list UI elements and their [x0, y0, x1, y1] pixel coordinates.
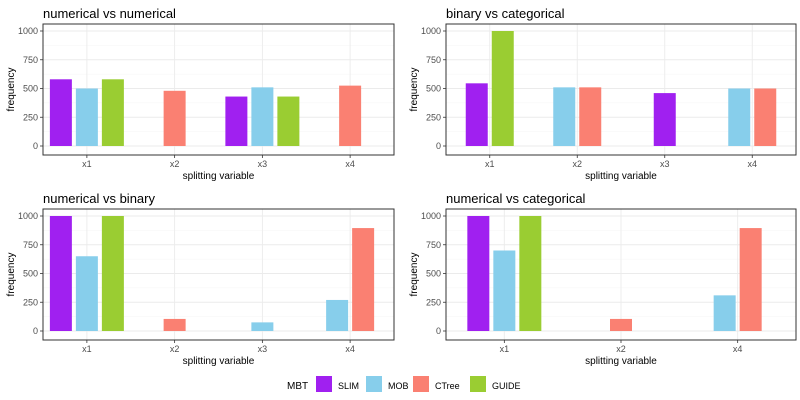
bar-ctree-x4: [352, 228, 375, 331]
y-axis-label: frequency: [6, 68, 17, 112]
y-tick-label: 0: [33, 326, 38, 336]
panels: numerical vs numerical 0 250 500 750 1000 x1 x2…: [6, 6, 797, 367]
legend-label-mob: MOB: [388, 381, 409, 391]
panel-title: numerical vs binary: [43, 191, 155, 206]
y-tick-label: 1000: [18, 26, 38, 36]
bar-mob-x4: [728, 88, 751, 146]
y-tick-label: 750: [23, 240, 38, 250]
bar-ctree-x2: [163, 90, 186, 146]
x-tick-label: x1: [82, 344, 92, 354]
bar-ctree-x2: [579, 87, 602, 146]
legend-key-guide: [470, 376, 486, 392]
y-tick-label: 500: [426, 269, 441, 279]
y-tick-label: 250: [426, 297, 441, 307]
bar-slim-x1: [465, 83, 488, 146]
chart-panel-4: numerical vs categorical 0 250 500 750 1000 x1…: [409, 191, 797, 367]
x-tick-label: x4: [747, 159, 757, 169]
legend-key-mob: [366, 376, 382, 392]
bar-slim-x3: [225, 96, 248, 146]
y-tick-label: 0: [33, 141, 38, 151]
legend-items: SLIM MOB CTree GUIDE: [316, 376, 521, 392]
bar-slim-x3: [653, 93, 676, 146]
y-tick-label: 1000: [421, 211, 441, 221]
x-axis-label: splitting variable: [585, 171, 657, 182]
bar-mob-x3: [251, 87, 274, 146]
x-tick-label: x4: [345, 159, 355, 169]
legend: MBT SLIM MOB CTree GUIDE: [287, 376, 521, 392]
panel-title: binary vs categorical: [446, 6, 565, 21]
y-tick-label: 250: [426, 112, 441, 122]
y-tick-label: 250: [23, 112, 38, 122]
y-axis-label: frequency: [409, 68, 420, 112]
bar-mob-x1: [75, 88, 98, 146]
panel-border: [42, 208, 395, 341]
y-tick-label: 500: [23, 84, 38, 94]
y-tick-label: 750: [426, 240, 441, 250]
legend-label-ctree: CTree: [435, 381, 460, 391]
legend-label-guide: GUIDE: [492, 381, 521, 391]
y-tick-label: 0: [436, 326, 441, 336]
x-tick-label: x3: [258, 159, 268, 169]
legend-label-slim: SLIM: [338, 381, 359, 391]
bar-ctree-x2: [610, 318, 632, 331]
y-tick-label: 0: [436, 141, 441, 151]
y-tick-label: 500: [23, 269, 38, 279]
bar-slim-x1: [49, 216, 72, 331]
chart-panel-3: numerical vs binary 0 250 500 750 1000 x1 x2 x3 x…: [6, 191, 395, 367]
x-tick-label: x2: [170, 159, 180, 169]
x-tick-label: x4: [345, 344, 355, 354]
chart-panel-2: binary vs categorical 0 250 500 750 1000 x1 x2 x…: [409, 6, 797, 182]
x-tick-label: x4: [733, 344, 743, 354]
bar-mob-x2: [553, 87, 576, 146]
x-axis-label: splitting variable: [183, 356, 255, 367]
y-tick-label: 750: [23, 55, 38, 65]
y-tick-label: 750: [426, 55, 441, 65]
panel-border: [445, 208, 797, 341]
panel-title: numerical vs numerical: [43, 6, 176, 21]
bar-ctree-x4: [739, 228, 762, 331]
bar-guide-x1: [491, 31, 514, 146]
bar-mob-x1: [493, 250, 516, 331]
x-tick-label: x1: [500, 344, 510, 354]
bar-mob-x3: [251, 322, 274, 331]
legend-key-ctree: [413, 376, 429, 392]
bar-ctree-x4: [754, 88, 777, 146]
x-tick-label: x1: [82, 159, 92, 169]
y-axis-label: frequency: [409, 253, 420, 297]
y-tick-label: 1000: [421, 26, 441, 36]
bar-mob-x4: [713, 295, 736, 331]
legend-title: MBT: [287, 381, 308, 392]
bar-slim-x1: [49, 79, 72, 146]
y-axis-label: frequency: [6, 253, 17, 297]
x-tick-label: x1: [485, 159, 495, 169]
bar-guide-x3: [277, 96, 300, 146]
x-axis-label: splitting variable: [585, 356, 657, 367]
legend-key-slim: [316, 376, 332, 392]
bar-mob-x1: [75, 256, 98, 331]
y-tick-label: 1000: [18, 211, 38, 221]
bar-guide-x1: [519, 216, 542, 331]
x-tick-label: x2: [616, 344, 626, 354]
x-tick-label: x2: [170, 344, 180, 354]
bar-mob-x4: [326, 299, 349, 331]
y-tick-label: 500: [426, 84, 441, 94]
y-tick-label: 250: [23, 297, 38, 307]
bar-guide-x1: [101, 216, 124, 331]
panel-border: [42, 23, 395, 156]
x-tick-label: x3: [258, 344, 268, 354]
chart-panel-1: numerical vs numerical 0 250 500 750 1000 x1 x2…: [6, 6, 395, 182]
panel-title: numerical vs categorical: [446, 191, 586, 206]
bar-ctree-x4: [339, 85, 362, 146]
x-tick-label: x2: [572, 159, 582, 169]
bar-guide-x1: [101, 79, 124, 146]
x-axis-label: splitting variable: [183, 171, 255, 182]
panel-border: [445, 23, 797, 156]
bar-ctree-x2: [163, 318, 186, 331]
x-tick-label: x3: [660, 159, 670, 169]
bar-slim-x1: [467, 216, 490, 331]
